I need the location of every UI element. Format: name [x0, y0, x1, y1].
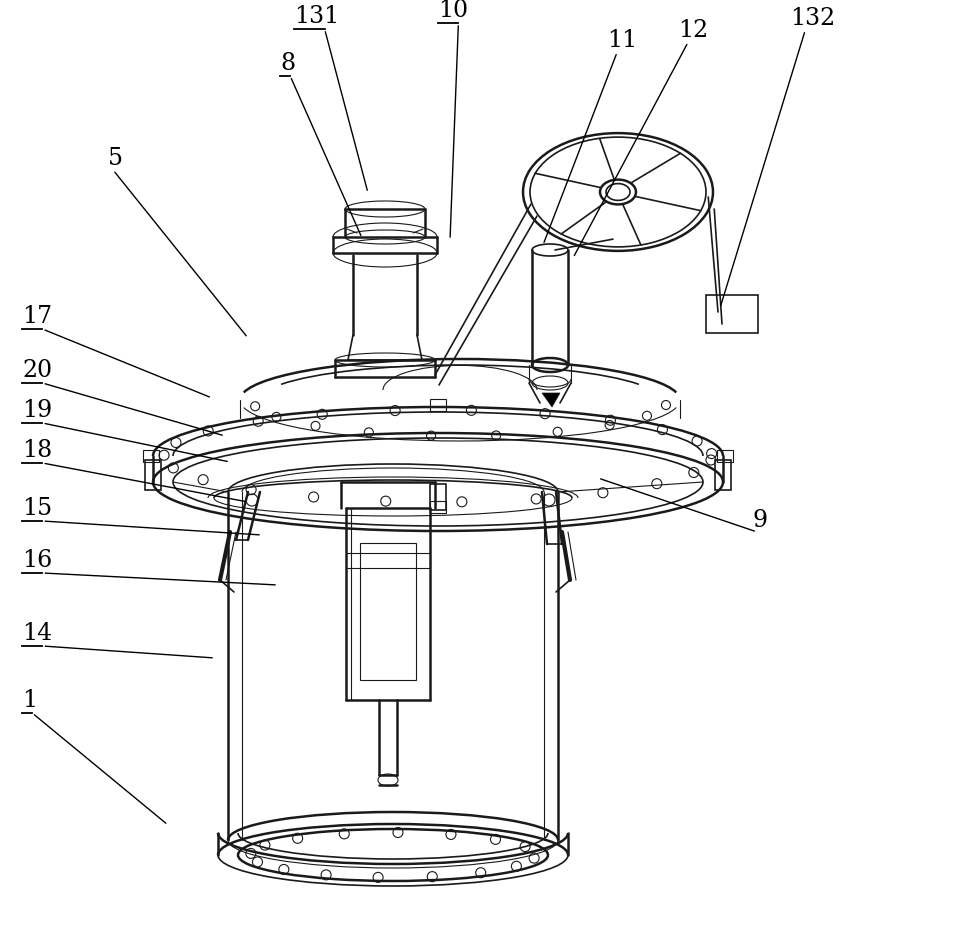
- Text: 20: 20: [21, 359, 52, 382]
- Bar: [430, 501, 446, 513]
- Text: 5: 5: [107, 147, 123, 170]
- Text: 8: 8: [279, 52, 295, 75]
- Bar: [430, 399, 446, 411]
- Text: 131: 131: [294, 5, 339, 28]
- Text: 14: 14: [21, 622, 52, 645]
- Text: 1: 1: [21, 689, 37, 712]
- Polygon shape: [541, 393, 560, 407]
- Bar: [705, 295, 757, 333]
- Text: 9: 9: [751, 509, 766, 532]
- Text: 11: 11: [607, 29, 637, 52]
- Bar: [143, 450, 159, 462]
- Bar: [714, 460, 730, 490]
- Text: 17: 17: [21, 305, 52, 328]
- Text: 132: 132: [789, 7, 834, 30]
- Bar: [716, 450, 732, 462]
- Text: 18: 18: [21, 439, 52, 462]
- Bar: [430, 484, 446, 510]
- Text: 19: 19: [21, 399, 52, 422]
- Text: 10: 10: [438, 0, 468, 22]
- Bar: [145, 460, 161, 490]
- Text: 15: 15: [21, 497, 52, 520]
- Text: 16: 16: [21, 549, 52, 572]
- Text: 12: 12: [677, 19, 707, 42]
- Bar: [360, 543, 415, 680]
